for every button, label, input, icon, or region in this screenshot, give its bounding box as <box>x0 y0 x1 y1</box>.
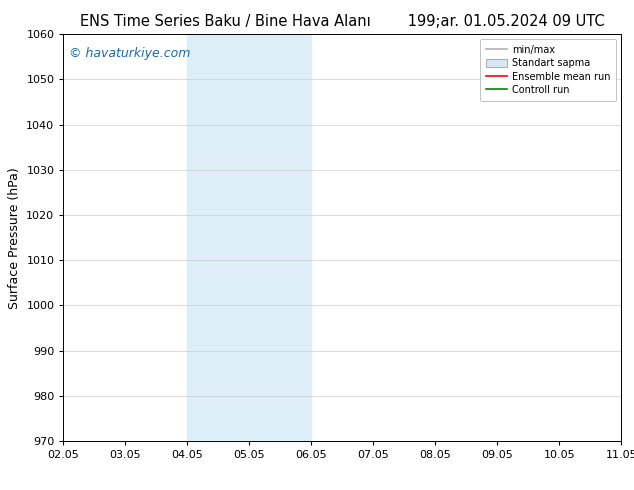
Y-axis label: Surface Pressure (hPa): Surface Pressure (hPa) <box>8 167 21 309</box>
Text: © havaturkiye.com: © havaturkiye.com <box>69 47 190 59</box>
Bar <box>621 34 634 441</box>
Bar <box>188 34 311 441</box>
Legend: min/max, Standart sapma, Ensemble mean run, Controll run: min/max, Standart sapma, Ensemble mean r… <box>480 39 616 101</box>
Title: ENS Time Series Baku / Bine Hava Alanı        199;ar. 01.05.2024 09 UTC: ENS Time Series Baku / Bine Hava Alanı 1… <box>80 14 605 29</box>
